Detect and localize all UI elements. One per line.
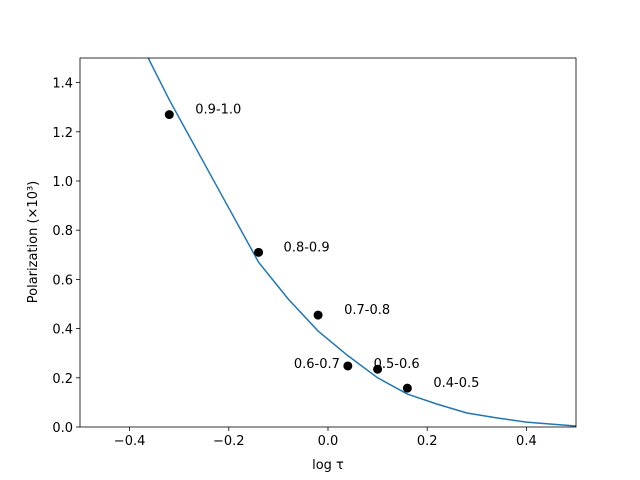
y-tick-label: 0.2 <box>52 372 73 387</box>
x-tick-label: 0.0 <box>318 434 339 449</box>
data-point <box>254 247 264 257</box>
data-point <box>343 361 353 371</box>
axes-frame <box>79 57 577 428</box>
x-tick-label: 0.4 <box>516 434 537 449</box>
point-label: 0.4-0.5 <box>433 376 479 391</box>
y-tick-label: 1.0 <box>52 175 73 190</box>
x-tick-label: −0.4 <box>114 434 146 449</box>
data-point <box>164 110 174 120</box>
y-axis-label: Polarization (×10³) <box>26 181 41 303</box>
y-tick-label: 1.2 <box>52 126 73 141</box>
point-label: 0.7-0.8 <box>344 303 390 318</box>
y-tick-label: 0.4 <box>52 323 73 338</box>
x-tick-label: −0.2 <box>213 434 245 449</box>
point-label: 0.9-1.0 <box>195 103 241 118</box>
data-point <box>373 364 383 374</box>
curve <box>147 58 576 427</box>
y-tick-label: 0.6 <box>52 273 73 288</box>
data-point <box>402 383 412 393</box>
point-label: 0.6-0.7 <box>294 357 340 372</box>
data-point <box>313 310 323 320</box>
y-tick-label: 0.0 <box>52 421 73 436</box>
y-tick-label: 1.4 <box>52 77 73 92</box>
plot-area <box>147 58 576 427</box>
x-tick-label: 0.2 <box>417 434 438 449</box>
point-label: 0.8-0.9 <box>284 240 330 255</box>
point-label: 0.5-0.6 <box>374 357 420 372</box>
x-axis-label: log τ <box>312 458 344 473</box>
y-tick-label: 0.8 <box>52 224 73 239</box>
